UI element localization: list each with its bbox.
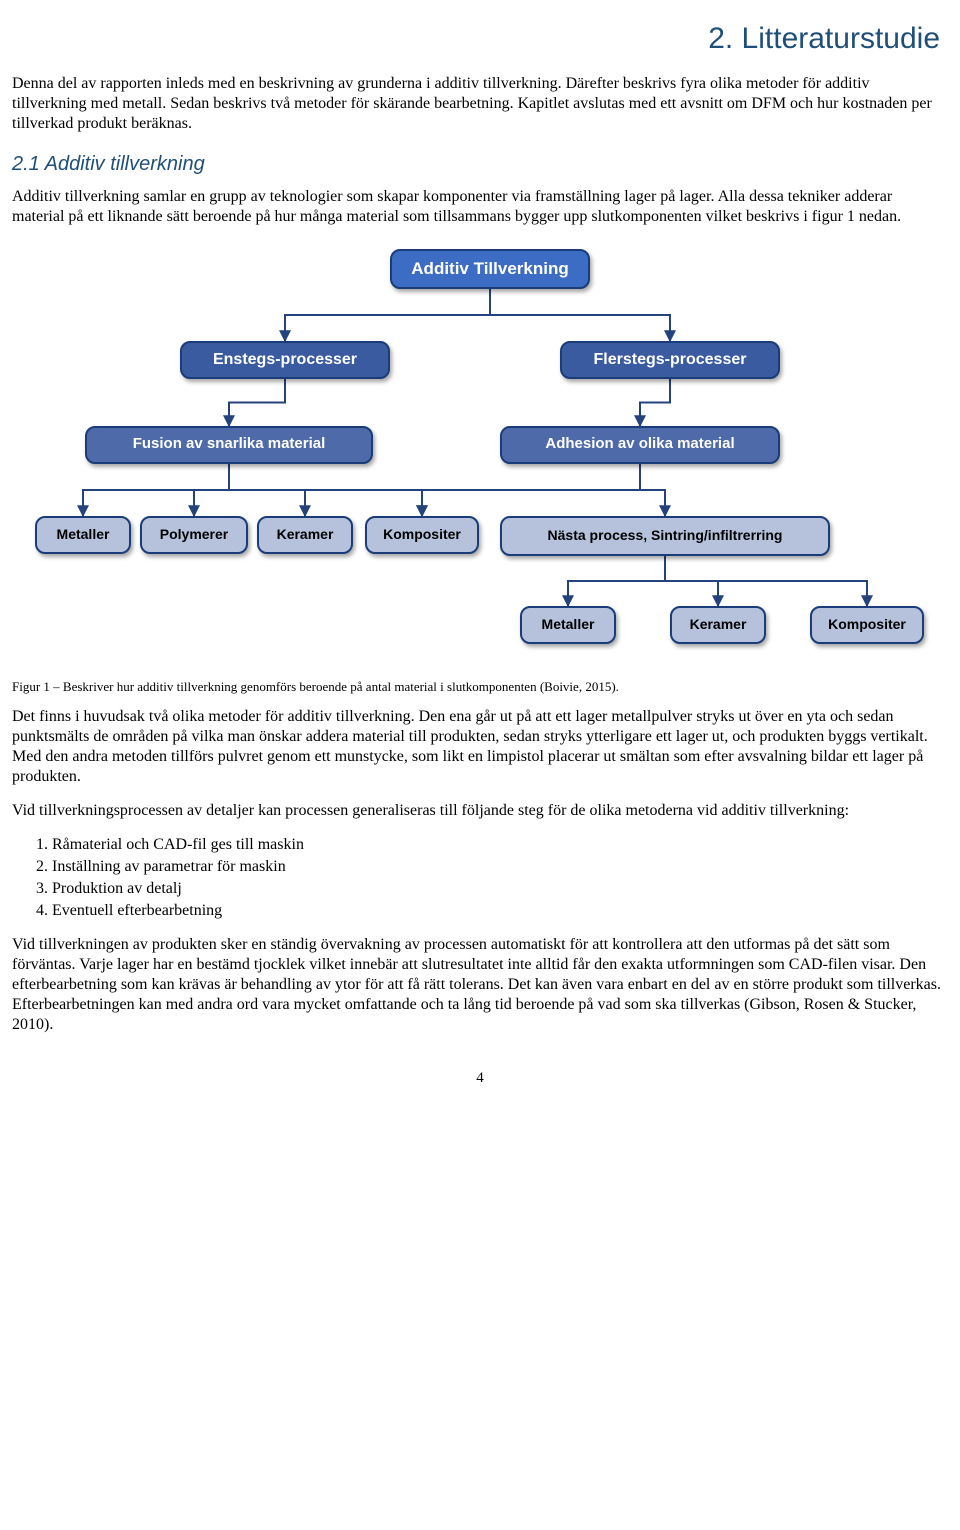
diagram-node-ker2: Keramer xyxy=(670,606,766,644)
figure-1-caption: Figur 1 – Beskriver hur additiv tillverk… xyxy=(12,679,948,695)
diagram-node-ker1: Keramer xyxy=(257,516,353,554)
diagram-node-fus: Fusion av snarlika material xyxy=(85,426,373,464)
list-item: Eventuell efterbearbetning xyxy=(52,901,948,921)
diagram-node-met2: Metaller xyxy=(520,606,616,644)
section-paragraph-3: Vid tillverkningen av produkten sker en … xyxy=(12,935,948,1035)
diagram-node-adh: Adhesion av olika material xyxy=(500,426,780,464)
list-item: Inställning av parametrar för maskin xyxy=(52,857,948,877)
diagram-node-kom2: Kompositer xyxy=(810,606,924,644)
diagram-node-fler: Flerstegs-processer xyxy=(560,341,780,379)
process-steps-list: Råmaterial och CAD-fil ges till maskin I… xyxy=(36,835,948,921)
list-item: Råmaterial och CAD-fil ges till maskin xyxy=(52,835,948,855)
diagram-node-next: Nästa process, Sintring/infiltrerring xyxy=(500,516,830,556)
diagram-node-enst: Enstegs-processer xyxy=(180,341,390,379)
page-title: 2. Litteraturstudie xyxy=(12,20,940,58)
steps-intro-paragraph: Vid tillverkningsprocessen av detaljer k… xyxy=(12,801,948,821)
figure-1-diagram: Additiv Tillverkning Enstegs-processer Fle… xyxy=(30,241,930,671)
section-paragraph-1: Additiv tillverkning samlar en grupp av … xyxy=(12,187,948,227)
diagram-node-poly: Polymerer xyxy=(140,516,248,554)
diagram-node-met1: Metaller xyxy=(35,516,131,554)
page-number: 4 xyxy=(12,1069,948,1088)
diagram-node-root: Additiv Tillverkning xyxy=(390,249,590,289)
list-item: Produktion av detalj xyxy=(52,879,948,899)
section-heading: 2.1 Additiv tillverkning xyxy=(12,152,948,177)
section-paragraph-2: Det finns i huvudsak två olika metoder f… xyxy=(12,707,948,787)
diagram-node-kom1: Kompositer xyxy=(365,516,479,554)
intro-paragraph: Denna del av rapporten inleds med en bes… xyxy=(12,74,948,134)
